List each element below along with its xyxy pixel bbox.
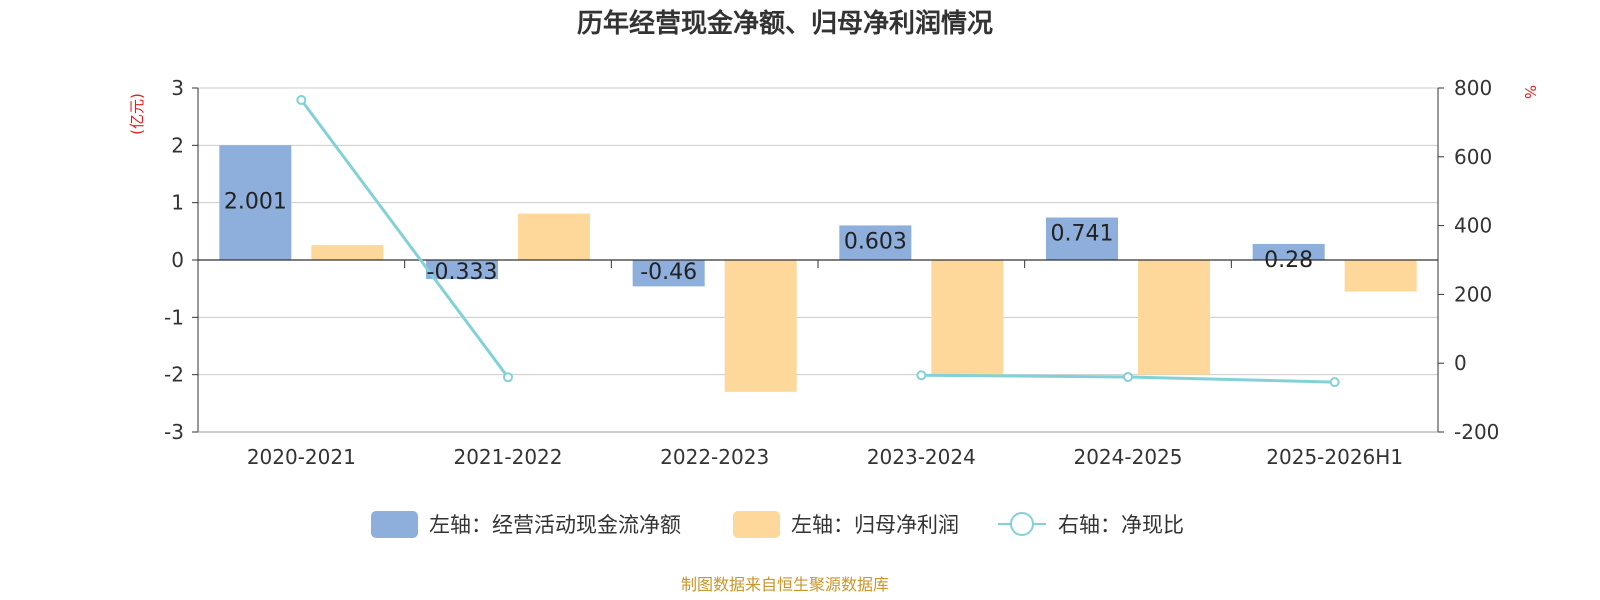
right-tick-label: 800 — [1454, 76, 1492, 100]
chart-title: 历年经营现金净额、归母净利润情况 — [577, 8, 993, 39]
cashflow-data-label: 0.28 — [1264, 248, 1313, 273]
ratio-point — [916, 370, 927, 381]
left-axis-unit: (亿元) — [128, 93, 146, 135]
left-tick-label: 1 — [171, 191, 184, 215]
ratio-point — [296, 95, 307, 106]
legend-marker — [1010, 512, 1034, 536]
net-profit-bar — [1344, 260, 1417, 292]
left-tick-label: 0 — [171, 248, 184, 272]
ratio-line — [296, 95, 1340, 388]
bars — [219, 145, 1417, 392]
data-labels: 2.001 -0.333 -0.46 0.603 0.741 0.28 — [224, 189, 1313, 285]
left-tick-label: -3 — [164, 420, 184, 444]
left-tick-label: -1 — [164, 305, 184, 329]
x-tick-label: 2022-2023 — [660, 445, 769, 469]
right-tick-label: -200 — [1454, 420, 1499, 444]
ratio-point — [1123, 371, 1133, 382]
x-tick-label: 2021-2022 — [453, 445, 562, 469]
x-tick-label: 2024-2025 — [1073, 445, 1182, 469]
right-tick-label: 600 — [1454, 145, 1492, 169]
right-tick-label: 400 — [1454, 214, 1492, 238]
net-profit-bar — [518, 213, 590, 260]
source-note: 制图数据来自恒生聚源数据库 — [681, 575, 889, 594]
ratio-point — [1329, 377, 1340, 388]
net-profit-bar — [1138, 260, 1210, 375]
net-profit-bar — [931, 260, 1004, 375]
cashflow-bar — [1046, 217, 1118, 260]
legend-label: 左轴：经营活动现金流净额 — [429, 513, 681, 537]
cashflow-bar — [632, 260, 705, 287]
legend-label: 右轴：净现比 — [1058, 513, 1184, 537]
right-tick-label: 200 — [1454, 282, 1492, 306]
x-tick-label: 2020-2021 — [247, 445, 356, 469]
left-tick-label: 2 — [171, 133, 184, 157]
legend-label: 左轴：归母净利润 — [791, 513, 959, 537]
legend: 左轴：经营活动现金流净额 左轴：归母净利润 右轴：净现比 — [371, 511, 1184, 538]
cashflow-bar — [1252, 243, 1325, 260]
axes: 3 2 1 0 -1 -2 -3 800 600 400 200 0 -200 2020-2021 2021… — [164, 76, 1499, 469]
cashflow-data-label: 0.603 — [844, 229, 907, 254]
left-tick-label: 3 — [171, 76, 184, 100]
x-tick-label: 2023-2024 — [867, 445, 976, 469]
left-tick-label: -2 — [164, 363, 184, 387]
net-profit-bar — [724, 260, 797, 392]
ratio-line-segment — [300, 99, 510, 379]
ratio-point — [503, 372, 513, 383]
right-axis-unit: % — [1521, 85, 1539, 99]
cashflow-bar — [219, 145, 292, 260]
cashflow-data-label: 2.001 — [224, 189, 287, 214]
cashflow-data-label: -0.333 — [427, 260, 498, 285]
legend-swatch — [371, 511, 418, 538]
net-profit-bar — [311, 245, 384, 260]
cashflow-data-label: 0.741 — [1051, 222, 1114, 247]
legend-swatch — [733, 511, 780, 538]
right-tick-label: 0 — [1454, 351, 1467, 375]
cashflow-data-label: -0.46 — [640, 260, 697, 285]
cashflow-bar — [839, 225, 912, 260]
cashflow-bar — [426, 260, 498, 280]
x-tick-label: 2025-2026H1 — [1266, 445, 1403, 469]
